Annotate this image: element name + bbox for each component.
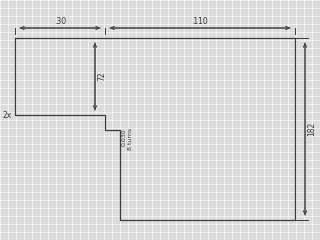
- Text: 72: 72: [97, 71, 106, 81]
- Text: .110: .110: [192, 17, 208, 26]
- Text: 8 turns: 8 turns: [128, 128, 133, 150]
- Text: 2x: 2x: [3, 110, 12, 120]
- Text: 182: 182: [307, 122, 316, 136]
- Text: 0.030: 0.030: [122, 128, 127, 146]
- Text: .30: .30: [54, 17, 66, 26]
